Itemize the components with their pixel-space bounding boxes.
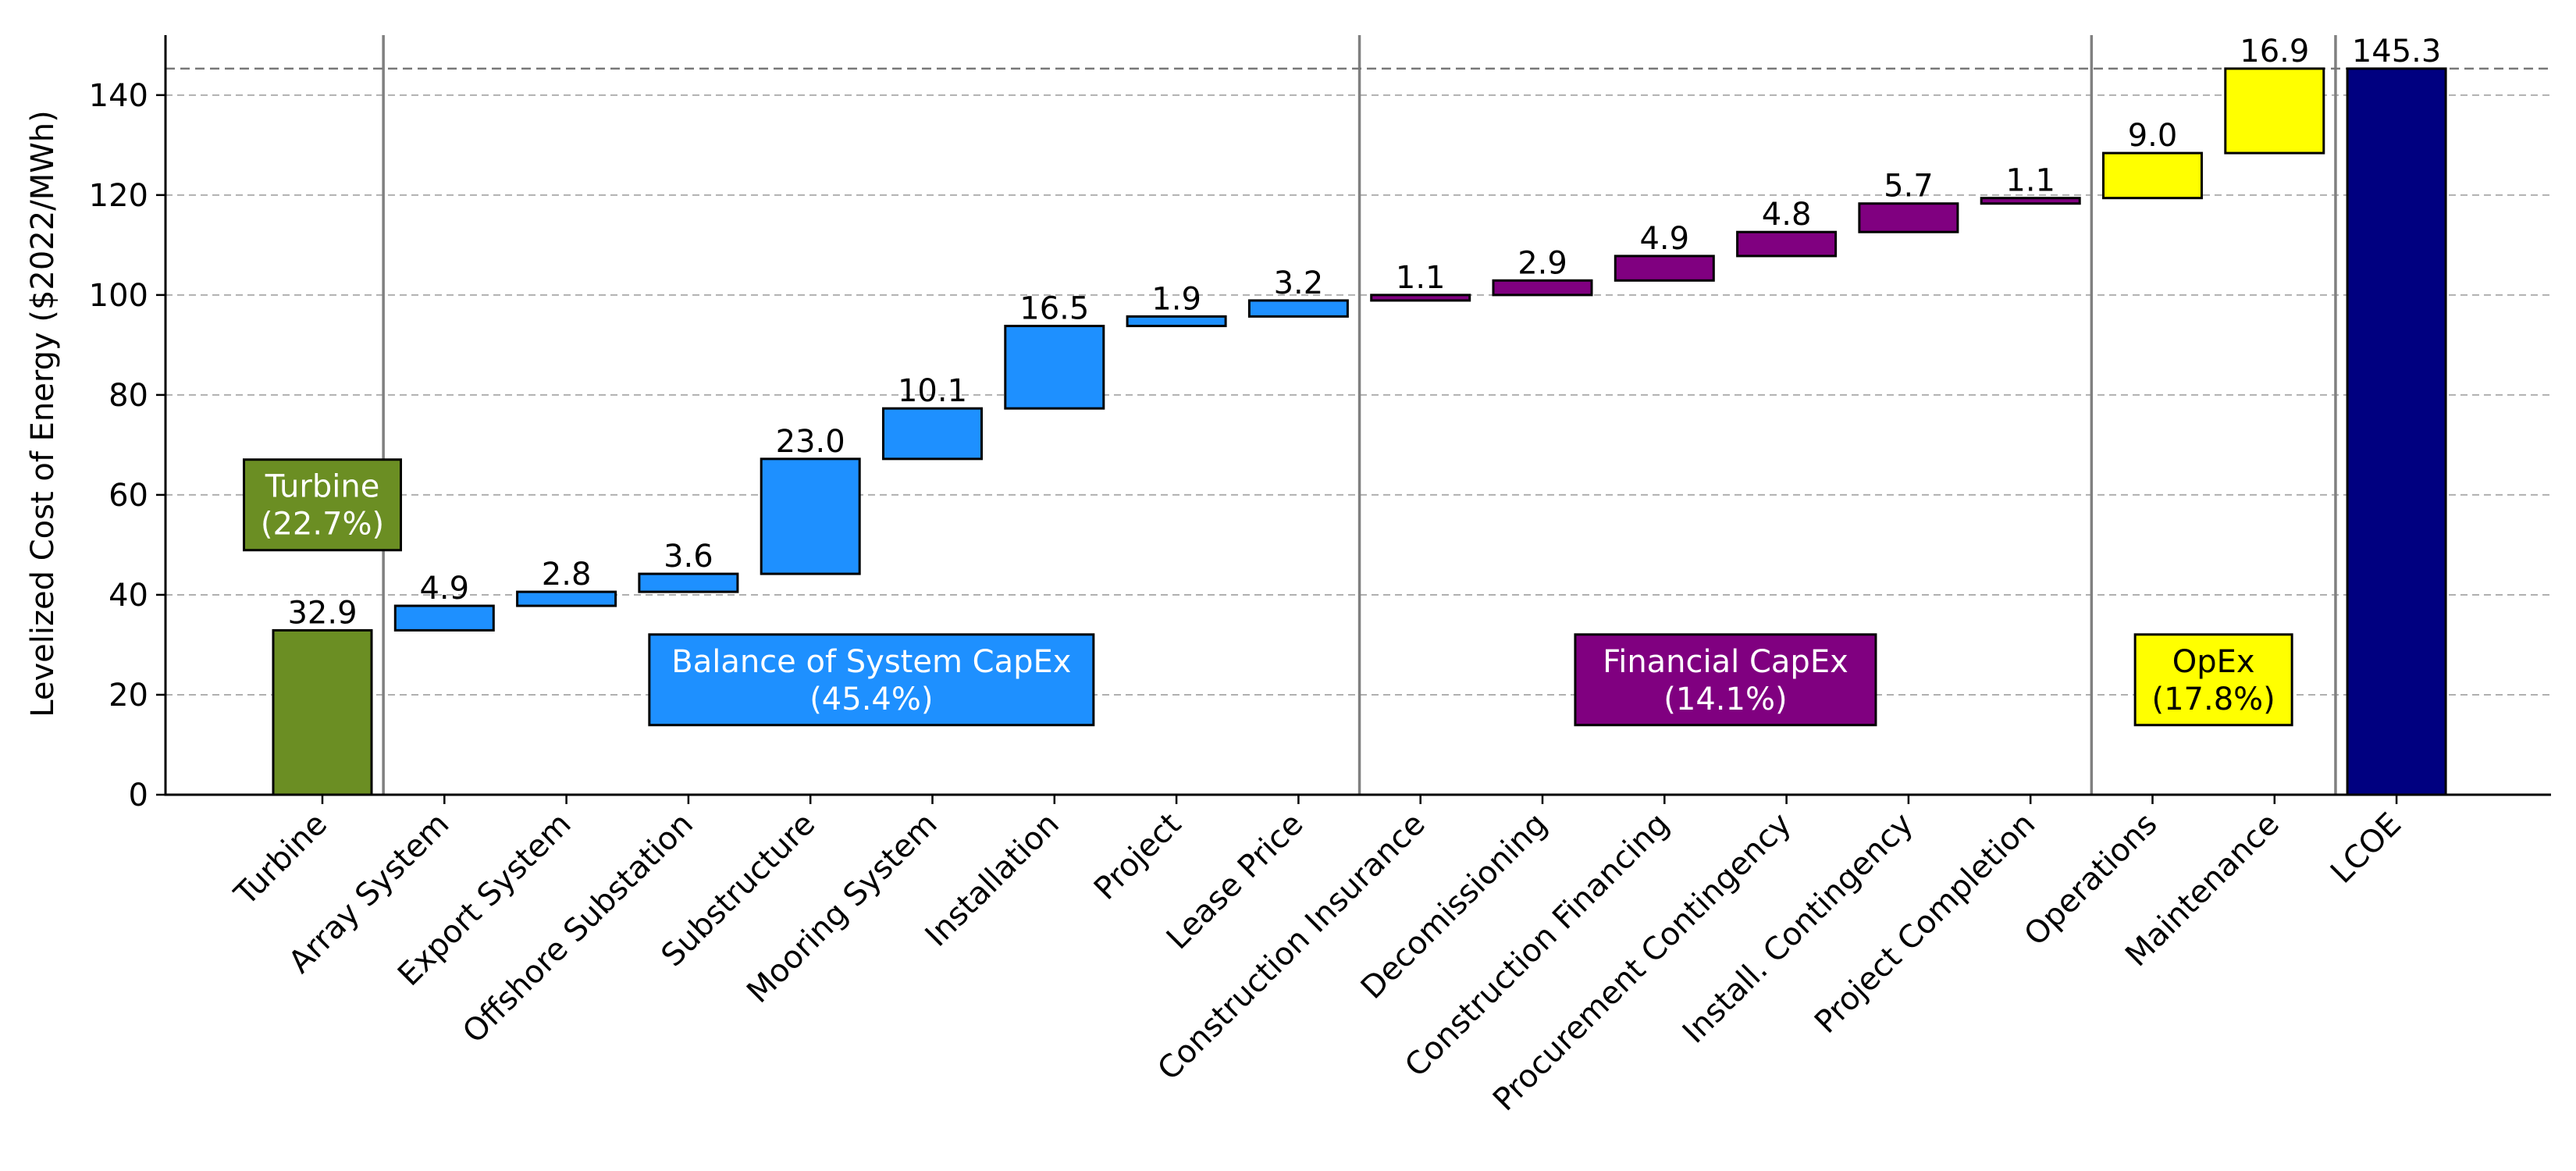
x-tick-label: Project	[1087, 806, 1188, 907]
x-tick-label: LCOE	[2324, 806, 2408, 891]
bar-construction-insurance	[1370, 294, 1471, 302]
value-label: 3.6	[664, 539, 713, 575]
bar-turbine	[272, 628, 373, 796]
y-tick-label: 80	[109, 378, 148, 414]
y-tick-label: 100	[89, 278, 148, 314]
value-label: 4.9	[1639, 221, 1689, 257]
value-label: 5.7	[1884, 169, 1934, 205]
group-label-box	[1574, 633, 1877, 727]
bar-lease-price	[1247, 299, 1349, 318]
bar-maintenance	[2224, 67, 2325, 155]
bar-decomissioning	[1492, 279, 1593, 297]
x-tick-label: Turbine	[227, 806, 334, 913]
group-label-box	[648, 633, 1095, 727]
value-label: 4.8	[1762, 197, 1812, 233]
bar-project	[1126, 315, 1227, 328]
group-label-box	[243, 458, 402, 552]
group-label-share: (22.7%)	[261, 507, 384, 543]
group-label-name: Balance of System CapEx	[671, 644, 1071, 680]
bar-offshore-substation	[638, 572, 739, 593]
group-label-share: (14.1%)	[1663, 682, 1787, 717]
value-label: 2.8	[542, 557, 592, 593]
x-tick-label: Offshore Substation	[456, 806, 700, 1051]
bar-lcoe	[2346, 67, 2447, 796]
group-label-name: OpEx	[2172, 644, 2255, 680]
group-separators	[382, 35, 2337, 795]
y-tick-label: 140	[89, 78, 148, 114]
group-label-boxes: Turbine(22.7%) Balance of System CapEx(45…	[243, 458, 2293, 727]
y-tick-label: 0	[129, 778, 148, 813]
bar-substructure	[760, 457, 861, 575]
value-label: 145.3	[2352, 34, 2442, 69]
y-tick-label: 20	[109, 678, 148, 714]
group-label-name: Financial CapEx	[1603, 644, 1848, 680]
bar-construction-financing	[1614, 254, 1715, 282]
value-label: 10.1	[898, 373, 967, 409]
bar-installation	[1004, 325, 1105, 410]
bars	[272, 67, 2447, 796]
group-label-box	[2133, 633, 2293, 727]
bar-project-completion	[1980, 197, 2081, 205]
bar-install-contingency	[1858, 202, 1959, 233]
bar-export-system	[516, 590, 617, 607]
value-label: 16.5	[1019, 291, 1089, 327]
value-label: 9.0	[2128, 118, 2178, 154]
value-label: 16.9	[2240, 34, 2309, 69]
value-label: 23.0	[776, 424, 845, 460]
group-label-name: Turbine	[265, 469, 380, 505]
bar-array-system	[393, 604, 495, 632]
y-tick-label: 60	[109, 478, 148, 514]
value-label: 1.1	[1396, 260, 1446, 296]
group-label-share: (17.8%)	[2152, 682, 2275, 717]
y-axis-label: Levelized Cost of Energy ($2022/MWh)	[25, 110, 61, 717]
bar-procurement-contingency	[1736, 230, 1838, 258]
y-tick-label: 120	[89, 178, 148, 214]
value-label: 1.1	[2005, 163, 2055, 199]
bar-operations	[2102, 151, 2203, 200]
x-tick-label: Install. Contingency	[1676, 806, 1920, 1051]
value-label: 3.2	[1274, 265, 1324, 301]
value-label: 2.9	[1517, 245, 1567, 281]
bar-mooring-system	[882, 407, 983, 461]
value-label: 1.9	[1151, 281, 1201, 317]
value-label: 4.9	[419, 571, 469, 607]
y-tick-label: 40	[109, 578, 148, 614]
group-label-share: (45.4%)	[809, 682, 933, 717]
value-labels: 32.9 4.9 2.8 3.6 23.0 10.1 16.5 1.9 3.2 1.1 2.9 4.9…	[287, 34, 2441, 632]
value-label: 32.9	[287, 595, 357, 631]
x-tick-label: Project Completion	[1808, 806, 2042, 1041]
